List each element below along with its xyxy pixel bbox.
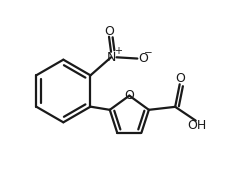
Text: N: N (106, 51, 116, 64)
Text: −: − (143, 48, 152, 58)
Text: O: O (175, 72, 185, 85)
Text: +: + (114, 46, 121, 56)
Text: O: O (104, 25, 114, 38)
Text: O: O (124, 89, 134, 102)
Text: O: O (138, 52, 148, 65)
Text: OH: OH (187, 119, 207, 132)
